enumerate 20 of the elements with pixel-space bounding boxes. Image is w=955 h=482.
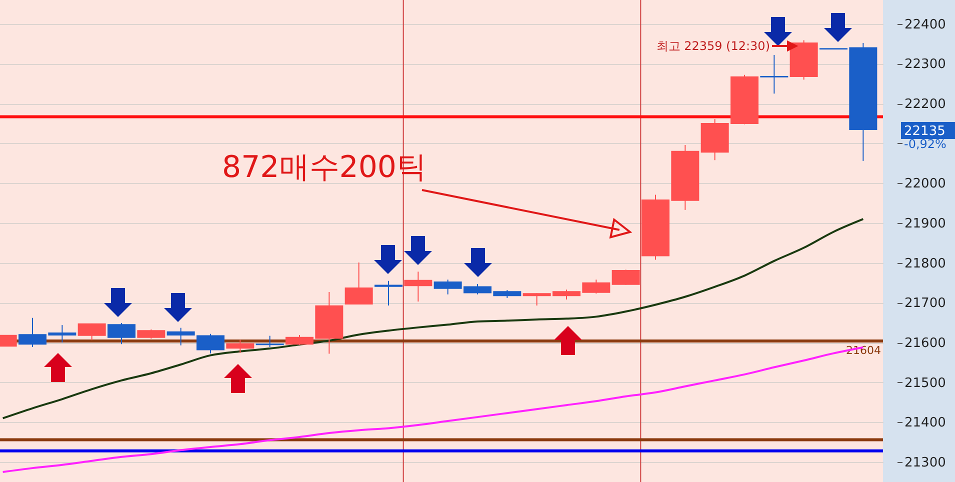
y-tick-label: 21700 (904, 296, 946, 312)
y-tick-label: 22400 (904, 17, 946, 32)
candlestick (166, 327, 195, 346)
y-tick-label: 21400 (904, 416, 946, 431)
text: 22135 (904, 124, 946, 139)
y-tick-label: 21900 (904, 216, 946, 232)
annotation: 최고 22359 (12:30) (656, 39, 770, 53)
y-tick-label: 21800 (904, 256, 946, 272)
candlestick (256, 335, 284, 348)
y-tick-label: 21500 (904, 376, 946, 391)
y-tick-label: 22200 (904, 97, 946, 112)
text: -0,92% (904, 137, 946, 151)
candlestick (374, 280, 402, 306)
y-tick-label: 22300 (904, 57, 946, 72)
candlestick (760, 54, 788, 94)
y-tick-label: 21600 (904, 336, 946, 352)
y-tick-label: 21300 (904, 456, 946, 471)
candlestick (226, 339, 254, 354)
y-tick-label: 22000 (904, 176, 946, 192)
candlestick (404, 271, 432, 302)
